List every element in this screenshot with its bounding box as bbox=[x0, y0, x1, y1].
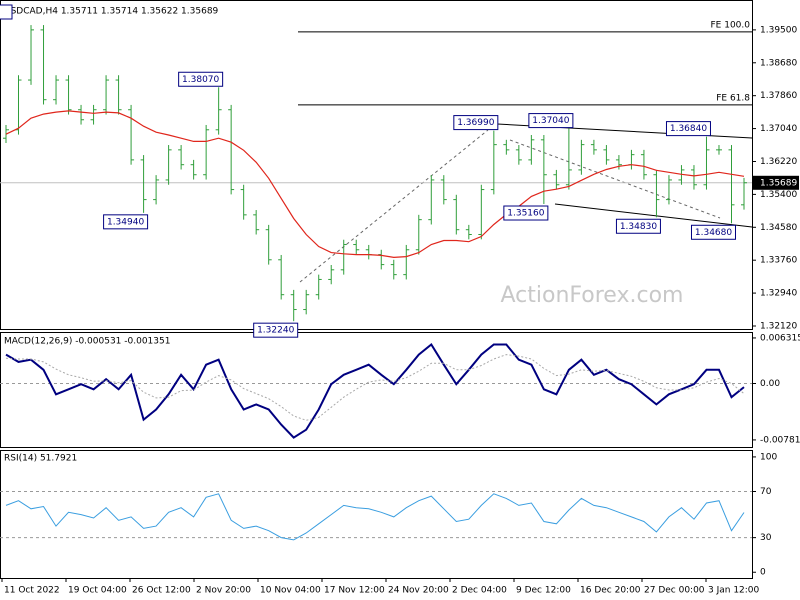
x-tick-label: 2 Nov 20:00 bbox=[196, 586, 251, 596]
fe-label: FE 61.8 bbox=[716, 93, 750, 103]
annotation-box bbox=[690, 224, 736, 240]
indicator-line bbox=[5, 354, 745, 421]
y-tick-label: 0.006315 bbox=[760, 333, 800, 343]
last-price-box bbox=[753, 175, 799, 190]
price-frame bbox=[0, 0, 753, 330]
y-tick-label: 100 bbox=[760, 452, 777, 462]
trend-dashed bbox=[509, 139, 721, 219]
y-tick-label: 0.00 bbox=[760, 379, 780, 389]
panel-title: USDCAD,H4 1.35711 1.35714 1.35622 1.3568… bbox=[4, 7, 219, 17]
macd-frame bbox=[0, 332, 753, 448]
indicator-line bbox=[5, 493, 745, 541]
indicator-line bbox=[5, 343, 745, 439]
fe-label: FE 100.0 bbox=[711, 20, 751, 30]
annotation-label: 1.34830 bbox=[620, 222, 657, 232]
y-tick-label: 0 bbox=[760, 568, 766, 578]
annotation-label: 1.32240 bbox=[257, 326, 294, 336]
y-tick-label: 70 bbox=[760, 487, 772, 497]
y-tick-label: 1.32940 bbox=[760, 289, 797, 299]
y-tick-label: 1.34580 bbox=[760, 223, 797, 233]
annotation-box bbox=[665, 121, 711, 137]
annotation-label: 1.36840 bbox=[670, 124, 707, 134]
annotation-box bbox=[453, 115, 499, 131]
panel-title: MACD(12,26,9) -0.000531 -0.001351 bbox=[4, 337, 170, 347]
x-tick-label: 26 Oct 12:00 bbox=[132, 586, 191, 596]
x-tick-label: 9 Dec 12:00 bbox=[516, 586, 571, 596]
x-tick-label: 16 Dec 20:00 bbox=[580, 586, 641, 596]
annotation-box bbox=[103, 214, 149, 230]
y-tick-label: 1.37860 bbox=[760, 91, 797, 101]
y-tick-label: 1.35400 bbox=[760, 190, 797, 200]
annotation-label: 1.34680 bbox=[695, 228, 732, 238]
annotation-label: 1.37040 bbox=[532, 116, 569, 126]
annotation-box bbox=[528, 113, 574, 129]
y-tick-label: -0.007818 bbox=[760, 435, 800, 445]
x-tick-label: 19 Oct 04:00 bbox=[68, 586, 127, 596]
panel-title: RSI(14) 51.7921 bbox=[4, 454, 77, 464]
annotation-label: 1.35160 bbox=[507, 209, 544, 219]
x-tick-label: 24 Nov 20:00 bbox=[388, 586, 449, 596]
channel-lower bbox=[554, 203, 753, 228]
y-tick-label: 1.39500 bbox=[760, 25, 797, 35]
trend-dashed bbox=[299, 129, 489, 283]
watermark: ActionForex.com bbox=[501, 283, 684, 308]
annotation-label: 1.38070 bbox=[182, 75, 219, 85]
x-tick-label: 2 Dec 04:00 bbox=[452, 586, 507, 596]
annotation-box bbox=[615, 218, 661, 234]
y-tick-label: 1.38680 bbox=[760, 58, 797, 68]
last-price-label: 1.35689 bbox=[760, 178, 797, 188]
x-tick-label: 11 Oct 2022 bbox=[4, 586, 60, 596]
annotation-label: 1.34940 bbox=[107, 217, 144, 227]
x-tick-label: 27 Dec 00:00 bbox=[644, 586, 705, 596]
moving-average bbox=[5, 110, 745, 259]
y-tick-label: 1.32120 bbox=[760, 321, 797, 331]
annotation-box bbox=[0, 4, 13, 20]
annotation-label: 1.36990 bbox=[457, 118, 494, 128]
annotation-box bbox=[503, 205, 549, 221]
x-tick-label: 3 Jan 12:00 bbox=[708, 586, 760, 596]
y-tick-label: 1.36220 bbox=[760, 157, 797, 167]
annotation-box bbox=[253, 322, 299, 338]
x-tick-label: 10 Nov 04:00 bbox=[260, 586, 321, 596]
y-tick-label: 1.33760 bbox=[760, 256, 797, 266]
annotation-box bbox=[178, 71, 224, 87]
y-tick-label: 30 bbox=[760, 533, 772, 543]
y-tick-label: 1.37040 bbox=[760, 124, 797, 134]
x-tick-label: 17 Nov 12:00 bbox=[324, 586, 385, 596]
rsi-frame bbox=[0, 450, 753, 579]
